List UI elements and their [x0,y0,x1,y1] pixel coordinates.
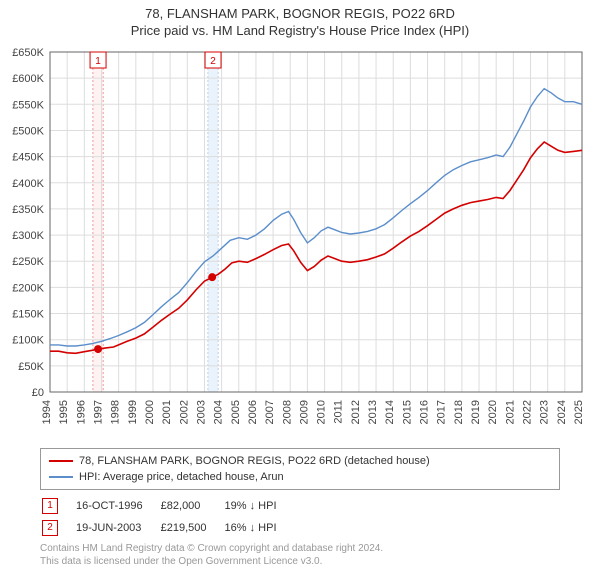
svg-text:2: 2 [210,56,216,67]
svg-text:£300K: £300K [12,230,44,242]
svg-text:2001: 2001 [161,400,173,424]
svg-text:2020: 2020 [487,400,499,424]
svg-text:2000: 2000 [144,400,156,424]
svg-text:£500K: £500K [12,125,44,137]
legend: 78, FLANSHAM PARK, BOGNOR REGIS, PO22 6R… [40,448,560,490]
footnote-line: Contains HM Land Registry data © Crown c… [40,542,560,555]
svg-text:£200K: £200K [12,282,44,294]
table-row: 1 16-OCT-1996 £82,000 19% ↓ HPI [42,496,293,516]
transaction-diff: 16% ↓ HPI [225,518,293,538]
legend-label: HPI: Average price, detached house, Arun [79,471,284,483]
svg-text:£350K: £350K [12,204,44,216]
svg-text:2003: 2003 [195,400,207,424]
svg-text:1999: 1999 [127,400,139,424]
legend-item: 78, FLANSHAM PARK, BOGNOR REGIS, PO22 6R… [49,453,551,469]
svg-text:2007: 2007 [264,400,276,424]
chart-svg: £0 £50K £100K £150K £200K £250K £300K £350K £400… [0,42,600,442]
svg-text:£650K: £650K [12,47,44,59]
svg-text:£400K: £400K [12,178,44,190]
legend-label: 78, FLANSHAM PARK, BOGNOR REGIS, PO22 6R… [79,455,430,467]
transaction-date: 16-OCT-1996 [76,496,159,516]
svg-text:2019: 2019 [470,400,482,424]
svg-text:£550K: £550K [12,99,44,111]
svg-text:2024: 2024 [556,400,568,424]
svg-text:1996: 1996 [75,400,87,424]
transaction-price: £82,000 [161,496,223,516]
svg-text:1994: 1994 [41,400,53,424]
legend-swatch [49,460,73,462]
svg-text:2002: 2002 [178,400,190,424]
svg-text:1995: 1995 [58,400,70,424]
svg-text:2017: 2017 [436,400,448,424]
svg-text:1: 1 [95,56,101,67]
transaction-price: £219,500 [161,518,223,538]
transaction-diff: 19% ↓ HPI [225,496,293,516]
svg-text:£50K: £50K [18,361,44,373]
legend-item: HPI: Average price, detached house, Arun [49,469,551,485]
svg-text:2023: 2023 [539,400,551,424]
svg-text:2005: 2005 [230,400,242,424]
legend-swatch [49,476,73,478]
marker-badge: 1 [42,498,58,514]
svg-text:2009: 2009 [298,400,310,424]
svg-text:£450K: £450K [12,152,44,164]
svg-text:2014: 2014 [384,400,396,424]
svg-text:2013: 2013 [367,400,379,424]
transactions-table: 1 16-OCT-1996 £82,000 19% ↓ HPI 2 19-JUN… [40,494,295,540]
svg-text:£600K: £600K [12,73,44,85]
svg-text:2012: 2012 [350,400,362,424]
footnote: Contains HM Land Registry data © Crown c… [40,542,560,568]
svg-text:2018: 2018 [453,400,465,424]
svg-text:£100K: £100K [12,335,44,347]
svg-text:2021: 2021 [504,400,516,424]
chart-subtitle: Price paid vs. HM Land Registry's House … [0,23,600,38]
svg-text:2004: 2004 [213,400,225,424]
chart-area: £0 £50K £100K £150K £200K £250K £300K £350K £400… [0,42,600,442]
svg-text:2008: 2008 [281,400,293,424]
transaction-date: 19-JUN-2003 [76,518,159,538]
svg-text:£250K: £250K [12,256,44,268]
table-row: 2 19-JUN-2003 £219,500 16% ↓ HPI [42,518,293,538]
svg-text:£0: £0 [32,387,44,399]
svg-text:1998: 1998 [110,400,122,424]
svg-text:2006: 2006 [247,400,259,424]
marker-badge: 2 [42,520,58,536]
svg-text:2016: 2016 [419,400,431,424]
svg-text:2010: 2010 [316,400,328,424]
svg-text:£150K: £150K [12,309,44,321]
footnote-line: This data is licensed under the Open Gov… [40,555,560,568]
svg-text:2022: 2022 [522,400,534,424]
svg-text:2011: 2011 [333,400,345,424]
svg-text:2015: 2015 [401,400,413,424]
svg-text:1997: 1997 [92,400,104,424]
svg-text:2025: 2025 [573,400,585,424]
chart-title: 78, FLANSHAM PARK, BOGNOR REGIS, PO22 6R… [0,6,600,21]
